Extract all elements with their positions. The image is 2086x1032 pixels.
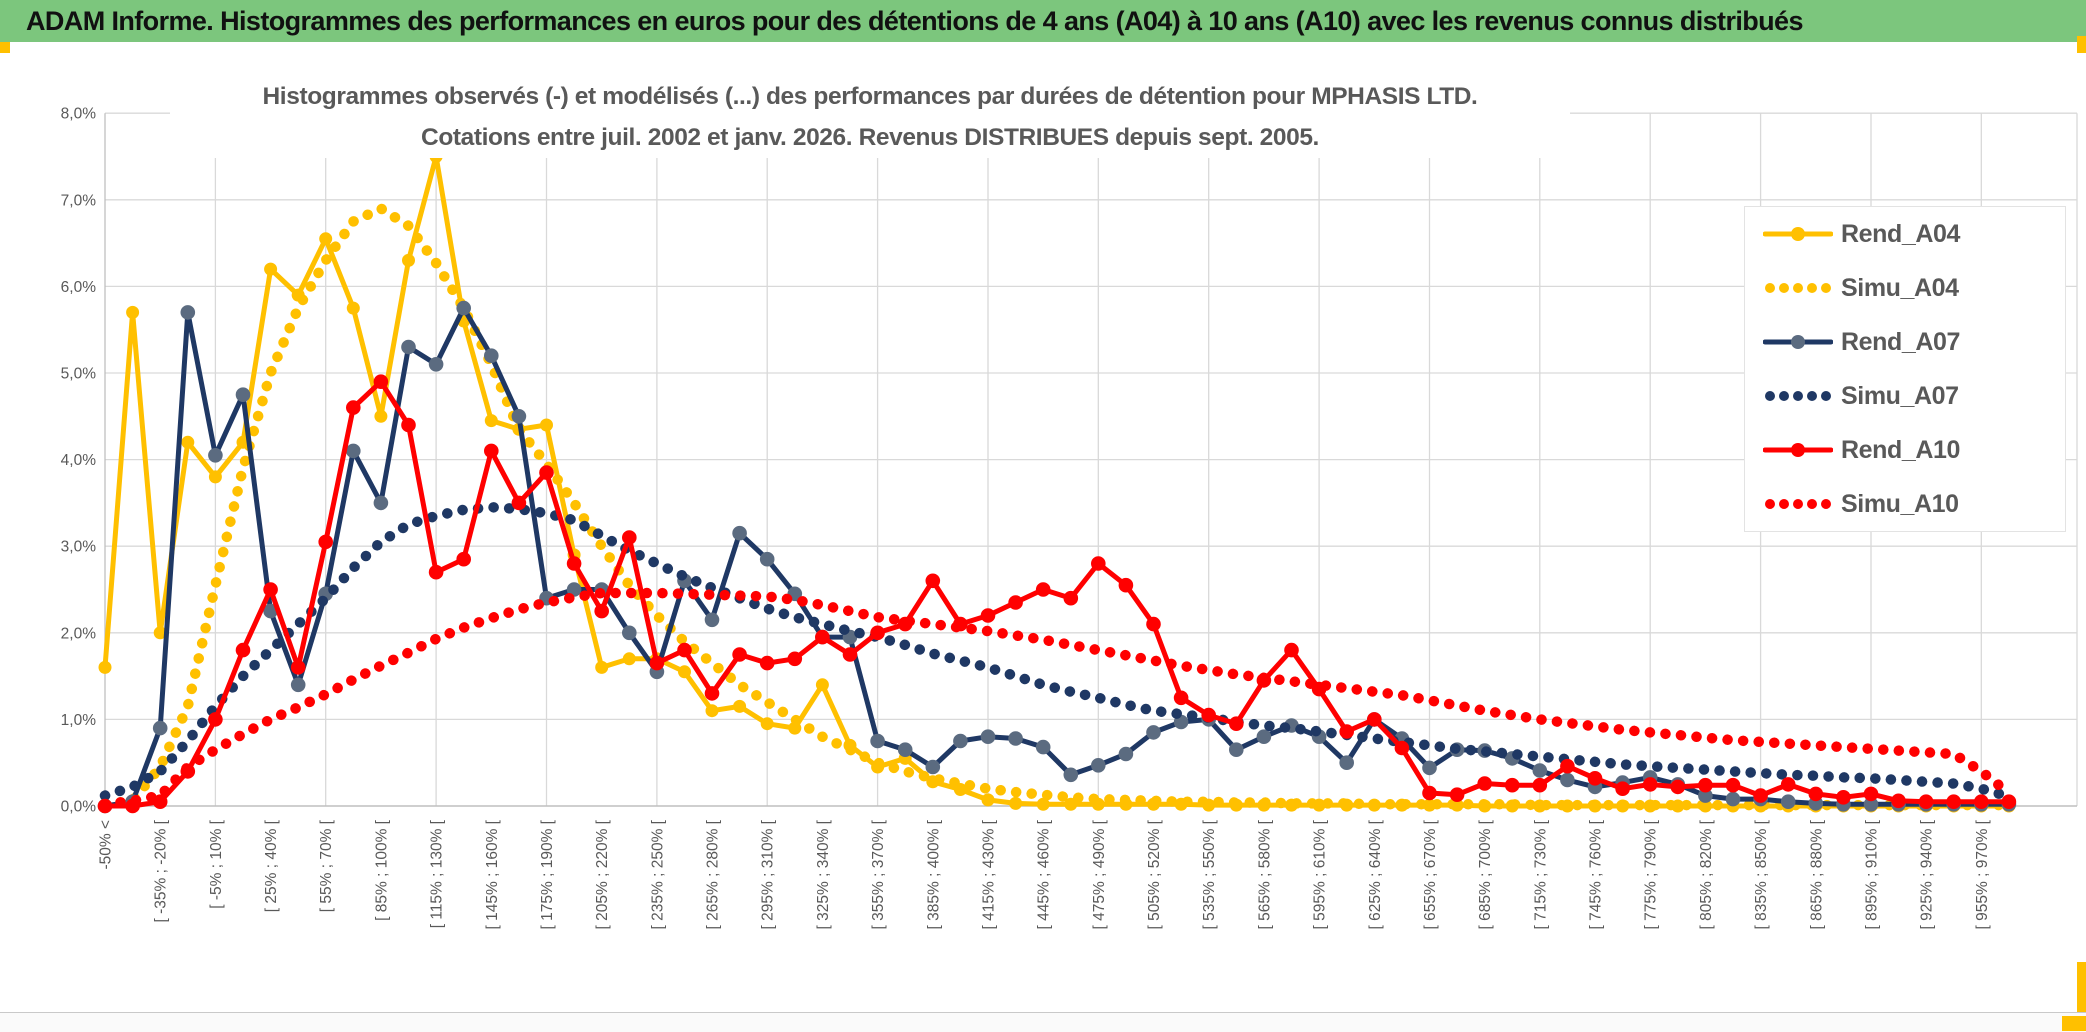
x-tick: [ 175% ; 190% [ [539, 819, 556, 929]
series-simu_a07[interactable] [99, 501, 2015, 802]
x-tick: [ -5% ; 10% [ [208, 819, 225, 908]
legend-label: Simu_A07 [1841, 381, 1959, 410]
legend-label: Simu_A04 [1841, 273, 1959, 302]
legend-item-simu_a04[interactable]: Simu_A04 [1763, 273, 1959, 303]
x-tick: [ 625% ; 640% [ [1367, 819, 1384, 929]
series-simu_a04[interactable] [99, 203, 2015, 811]
y-tick: 6,0% [61, 279, 97, 296]
y-tick: 3,0% [61, 539, 97, 556]
top-right-accent [2077, 36, 2086, 53]
legend-label: Rend_A10 [1841, 435, 1961, 464]
y-tick: 1,0% [61, 712, 97, 729]
x-tick: [ 835% ; 850% [ [1753, 819, 1770, 929]
right-accent-bar [2077, 962, 2086, 1031]
x-tick: [ 265% ; 280% [ [705, 819, 722, 929]
x-tick: [ 565% ; 580% [ [1256, 819, 1273, 929]
bottom-bar [0, 1012, 2086, 1032]
x-tick: [ 55% ; 70% [ [318, 819, 335, 912]
bottom-right-accent [2062, 1016, 2086, 1031]
chart-title: Histogrammes observés (-) et modélisés (… [170, 76, 1570, 158]
x-tick: [ 925% ; 940% [ [1919, 819, 1936, 929]
x-tick: [ 745% ; 760% [ [1588, 819, 1605, 929]
x-tick: [ 475% ; 490% [ [1091, 819, 1108, 929]
x-tick: [ 205% ; 220% [ [594, 819, 611, 929]
x-tick: [ 235% ; 250% [ [649, 819, 666, 929]
x-tick: [ 505% ; 520% [ [1146, 819, 1163, 929]
x-tick: [ 715% ; 730% [ [1532, 819, 1549, 929]
x-tick: [ 85% ; 100% [ [373, 819, 390, 921]
x-tick: [ 685% ; 700% [ [1477, 819, 1494, 929]
x-tick: [ 415% ; 430% [ [981, 819, 998, 929]
legend-item-rend_a04[interactable]: Rend_A04 [1763, 219, 1960, 249]
x-tick: [ -35% ; -20% [ [153, 819, 170, 922]
x-tick: [ 805% ; 820% [ [1698, 819, 1715, 929]
legend-label: Rend_A07 [1841, 327, 1961, 356]
y-tick: 5,0% [61, 366, 97, 383]
line-marker-icon [1763, 335, 1833, 349]
y-tick: 2,0% [61, 625, 97, 642]
x-tick: [ 595% ; 610% [ [1312, 819, 1329, 929]
dotted-line-icon [1765, 499, 1831, 509]
legend-label: Simu_A10 [1841, 489, 1959, 518]
dotted-line-icon [1765, 283, 1831, 293]
legend-item-simu_a07[interactable]: Simu_A07 [1763, 381, 1959, 411]
x-tick: [ 325% ; 340% [ [815, 819, 832, 929]
x-tick: [ 295% ; 310% [ [760, 819, 777, 929]
x-tick: [ 655% ; 670% [ [1422, 819, 1439, 929]
x-tick: [ 955% ; 970% [ [1974, 819, 1991, 929]
x-tick: [ 145% ; 160% [ [484, 819, 501, 929]
y-axis-labels: 0,0% 1,0% 2,0% 3,0% 4,0% 5,0% 6,0% 7,0% 8,0% [61, 106, 97, 816]
x-tick: -50% < [98, 820, 115, 870]
chart-title-line2: Cotations entre juil. 2002 et janv. 2026… [421, 124, 1319, 151]
x-tick: [ 895% ; 910% [ [1864, 819, 1881, 929]
x-tick: [ 355% ; 370% [ [870, 819, 887, 929]
x-tick: [ 865% ; 880% [ [1808, 819, 1825, 929]
line-marker-icon [1763, 443, 1833, 457]
left-accent-tab [0, 42, 10, 53]
legend[interactable]: Rend_A04 Simu_A04 Rend_A07 Simu_A07 Rend_A10… [1744, 206, 2066, 532]
line-marker-icon [1763, 227, 1833, 241]
app-header: ADAM Informe. Histogrammes des performan… [0, 0, 2086, 42]
legend-item-rend_a07[interactable]: Rend_A07 [1763, 327, 1960, 357]
x-tick: [ 775% ; 790% [ [1643, 819, 1660, 929]
x-tick: [ 445% ; 460% [ [1036, 819, 1053, 929]
x-tick: [ 25% ; 40% [ [263, 819, 280, 912]
legend-label: Rend_A04 [1841, 219, 1961, 248]
header-title: ADAM Informe. Histogrammes des performan… [26, 5, 1803, 36]
series-simu_a10[interactable] [99, 587, 2015, 810]
y-tick: 0,0% [61, 799, 97, 816]
legend-item-simu_a10[interactable]: Simu_A10 [1763, 489, 1959, 519]
y-tick: 8,0% [61, 106, 97, 123]
dotted-line-icon [1765, 391, 1831, 401]
x-axis-labels: -50% < [ -35% ; -20% [ [ -5% ; 10% [ [ 25% … [98, 819, 1991, 929]
x-tick: [ 535% ; 550% [ [1201, 819, 1218, 929]
legend-item-rend_a10[interactable]: Rend_A10 [1763, 435, 1960, 465]
chart-title-line1: Histogrammes observés (-) et modélisés (… [262, 83, 1478, 110]
x-tick: [ 385% ; 400% [ [925, 819, 942, 929]
y-tick: 7,0% [61, 192, 97, 209]
y-tick: 4,0% [61, 452, 97, 469]
series-rend_a10[interactable] [97, 374, 2017, 814]
x-tick: [ 115% ; 130% [ [429, 819, 446, 928]
